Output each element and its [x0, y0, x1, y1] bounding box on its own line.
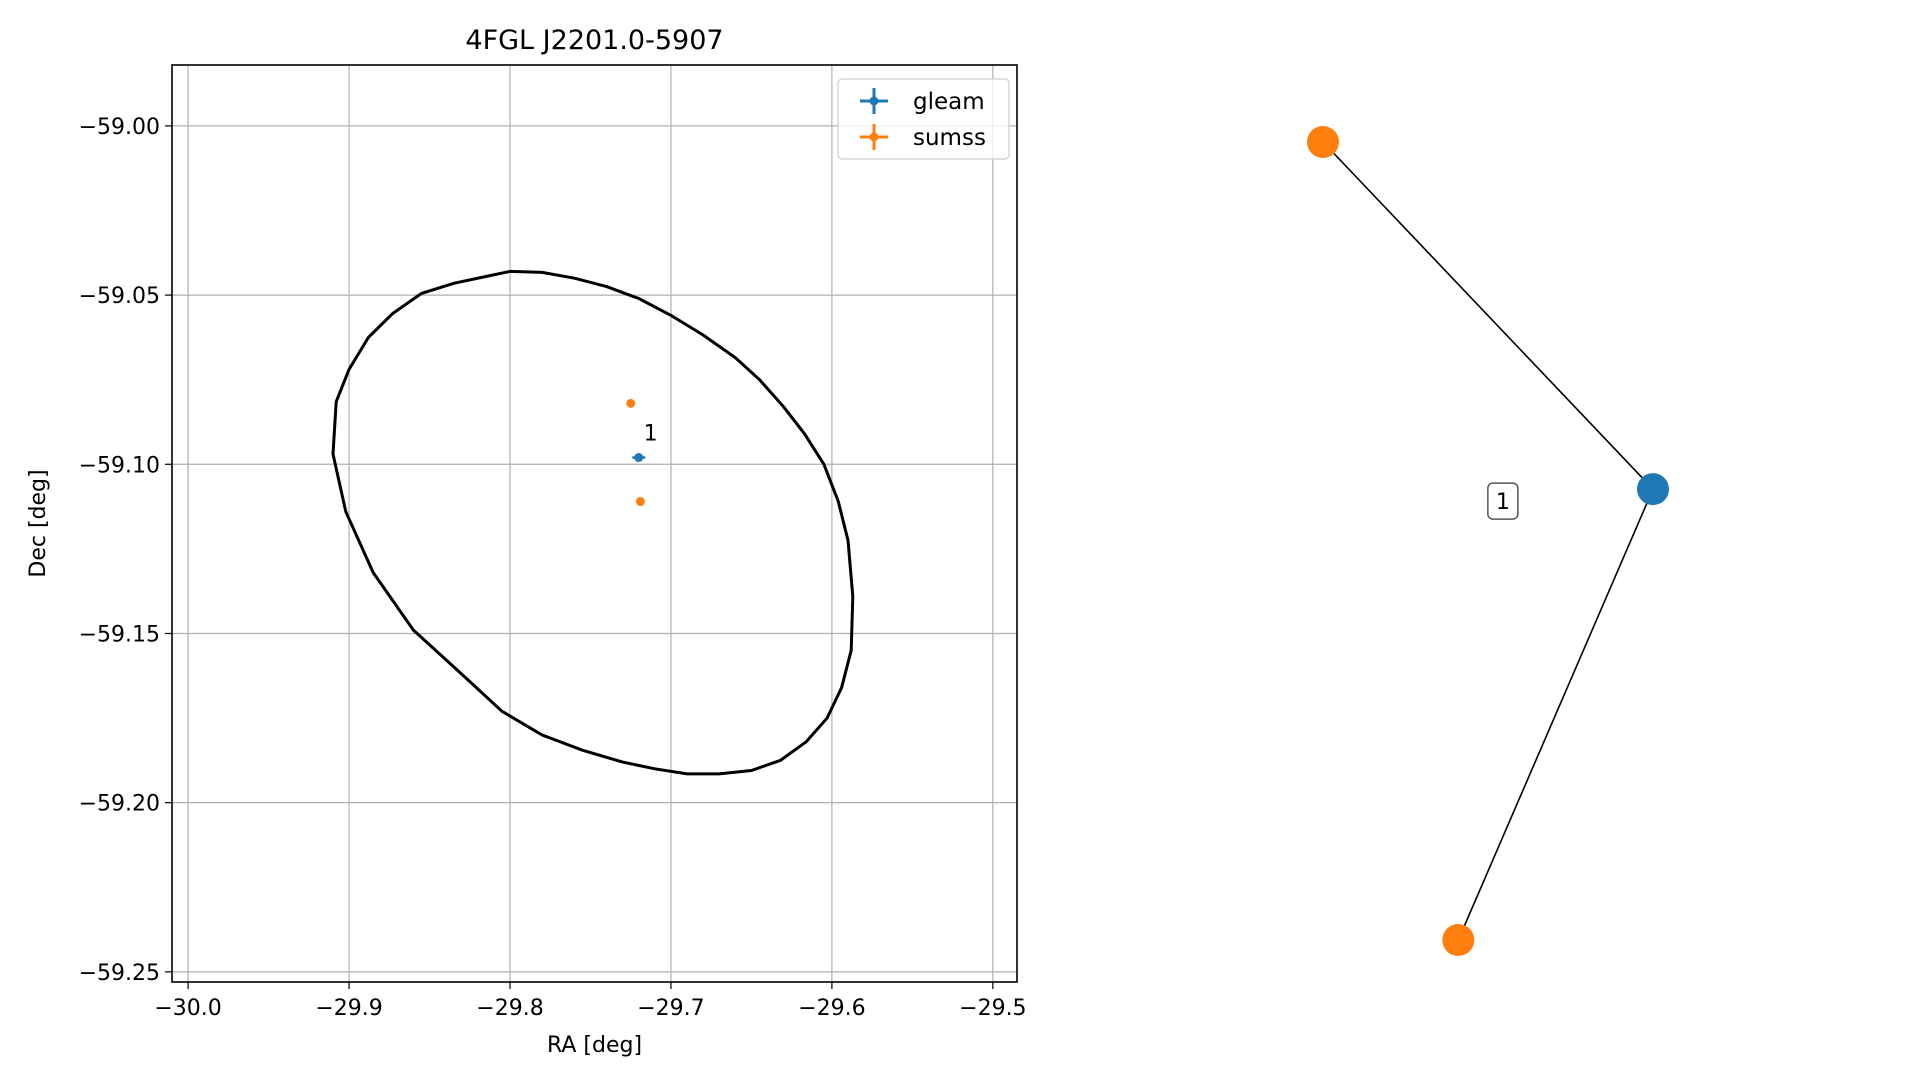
legend-box	[837, 78, 1010, 160]
legend-entry-gleam: gleam	[860, 88, 985, 115]
legend: gleam sumss	[837, 78, 1010, 160]
legend-marker	[869, 96, 879, 106]
graph-node-sumss-a	[1307, 126, 1339, 158]
x-tick-label: −30.0	[154, 996, 221, 1021]
point-annotation: 1	[644, 422, 658, 447]
scatter-panel: 4FGL J2201.0-5907 1 −30.0 −29.9 −29.8 −29.7…	[26, 25, 1027, 1058]
y-axis-label: Dec [deg]	[26, 469, 51, 577]
y-tick-label: −59.20	[79, 792, 160, 817]
data-points	[626, 398, 646, 507]
graph-node-gleam	[1637, 473, 1669, 506]
graph-edge	[1322, 141, 1654, 490]
graph-labels: 1	[1487, 482, 1519, 520]
x-tick-label: −29.8	[476, 996, 543, 1021]
y-tick-label: −59.10	[79, 453, 160, 478]
graph-nodes	[1307, 126, 1669, 956]
graph-node-sumss-b	[1442, 924, 1475, 956]
graph-label-text: 1	[1496, 490, 1510, 515]
annotations: 1	[644, 422, 658, 447]
sumss-marker	[635, 497, 645, 507]
gleam-marker	[634, 453, 644, 463]
error-ellipse	[331, 269, 855, 776]
x-tick-label: −29.5	[959, 996, 1026, 1021]
y-tick-label: −59.15	[79, 622, 160, 647]
x-tick-label: −29.6	[798, 996, 865, 1021]
y-tick-label: −59.00	[79, 115, 160, 140]
sumss-point	[635, 497, 645, 507]
x-axis-label: RA [deg]	[547, 1033, 642, 1058]
graph-edges	[1322, 141, 1654, 941]
ellipse-outline	[331, 269, 855, 776]
y-tick-label: −59.05	[79, 284, 160, 309]
x-tick-label: −29.7	[637, 996, 704, 1021]
y-tick-label: −59.25	[79, 961, 160, 986]
legend-entry-sumss: sumss	[860, 124, 986, 151]
graph-label-box	[1487, 482, 1519, 520]
axes-frame	[171, 64, 1018, 983]
chart-title: 4FGL J2201.0-5907	[465, 25, 723, 56]
graph-panel: 1	[1307, 126, 1669, 956]
graph-edge	[1457, 488, 1654, 941]
sumss-marker	[626, 398, 636, 408]
legend-marker	[869, 132, 879, 142]
legend-label: gleam	[913, 89, 985, 115]
legend-label: sumss	[913, 125, 986, 151]
graph-node-label: 1	[1487, 482, 1519, 520]
x-tick-label: −29.9	[315, 996, 382, 1021]
sumss-point	[626, 398, 636, 408]
gleam-point	[632, 453, 646, 463]
axis-ticks: −30.0 −29.9 −29.8 −29.7 −29.6 −29.5 −59.00 −59.…	[79, 115, 1027, 1021]
